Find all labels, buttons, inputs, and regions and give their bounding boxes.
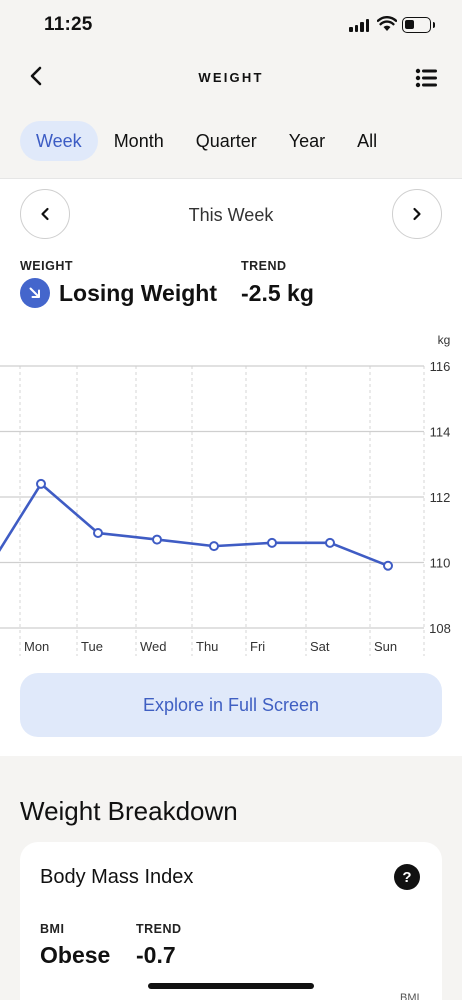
x-tick-label: Sun xyxy=(374,639,397,654)
weight-label: WEIGHT xyxy=(20,259,73,273)
x-tick-label: Sat xyxy=(310,639,330,654)
next-period-button[interactable] xyxy=(392,189,442,239)
previous-period-button[interactable] xyxy=(20,189,70,239)
x-tick-label: Mon xyxy=(24,639,49,654)
period-tabs: Week Month Quarter Year All xyxy=(20,121,393,161)
x-tick-label: Fri xyxy=(250,639,265,654)
x-tick-label: Tue xyxy=(81,639,103,654)
tab-month[interactable]: Month xyxy=(113,130,164,151)
data-point xyxy=(36,478,46,489)
back-button[interactable] xyxy=(22,62,50,90)
home-indicator xyxy=(148,983,314,989)
tab-quarter[interactable]: Quarter xyxy=(195,130,257,151)
bmi-label: BMI xyxy=(40,922,65,936)
x-tick-label: Wed xyxy=(140,639,167,654)
weight-line-chart[interactable]: kg 116 114 112 110 108 Mon Tue Wed Thu Fri Sat Sun xyxy=(0,329,462,664)
y-tick-label: 116 xyxy=(430,359,451,374)
weight-summary-card: This Week WEIGHT Losing Weight TREND -2.… xyxy=(0,178,462,756)
trend-label: TREND xyxy=(241,259,287,273)
trend-value: -2.5 kg xyxy=(241,280,314,306)
explore-full-screen-button[interactable]: Explore in Full Screen xyxy=(20,673,442,737)
tab-year[interactable]: Year xyxy=(288,130,326,151)
wifi-icon xyxy=(377,16,397,31)
y-tick-label: 110 xyxy=(430,556,451,571)
weight-series-line xyxy=(0,482,390,568)
bmi-card-title: Body Mass Index xyxy=(40,866,194,888)
arrow-down-right-icon xyxy=(29,287,40,298)
y-tick-label: 114 xyxy=(430,425,451,440)
page-title: WEIGHT xyxy=(198,70,264,85)
x-tick-label: Thu xyxy=(196,639,218,654)
bmi-trend-label: TREND xyxy=(136,922,182,936)
y-tick-label: 108 xyxy=(429,621,451,636)
chevron-right-icon xyxy=(413,207,421,221)
bmi-value: Obese xyxy=(40,942,111,968)
data-point xyxy=(209,541,219,552)
data-point xyxy=(325,537,335,548)
help-button[interactable]: ? xyxy=(394,864,420,890)
y-axis-unit: kg xyxy=(438,333,451,347)
period-label: This Week xyxy=(188,205,274,225)
nav-bar: WEIGHT xyxy=(0,50,462,105)
y-tick-label: 112 xyxy=(430,490,451,505)
battery-icon xyxy=(402,17,435,33)
trend-down-badge xyxy=(20,278,50,308)
status-time: 11:25 xyxy=(44,14,93,35)
tab-all[interactable]: All xyxy=(357,130,378,151)
status-bar: 11:25 xyxy=(0,0,462,50)
data-point xyxy=(267,537,277,548)
section-title-weight-breakdown: Weight Breakdown xyxy=(20,796,238,826)
tab-week[interactable]: Week xyxy=(20,121,98,161)
bmi-axis-label: BMI xyxy=(400,992,420,1000)
bmi-trend-value: -0.7 xyxy=(136,942,176,968)
bmi-card[interactable]: Body Mass Index ? BMI Obese TREND -0.7 B… xyxy=(20,842,442,1000)
data-point xyxy=(93,528,103,539)
chevron-left-icon xyxy=(41,207,49,221)
chevron-left-icon xyxy=(30,66,42,86)
list-icon xyxy=(415,68,437,88)
cellular-signal-icon xyxy=(349,18,369,32)
data-point xyxy=(383,560,393,571)
weight-status: Losing Weight xyxy=(59,280,218,306)
list-menu-button[interactable] xyxy=(410,65,440,91)
data-point xyxy=(152,534,162,545)
question-icon: ? xyxy=(402,868,412,886)
